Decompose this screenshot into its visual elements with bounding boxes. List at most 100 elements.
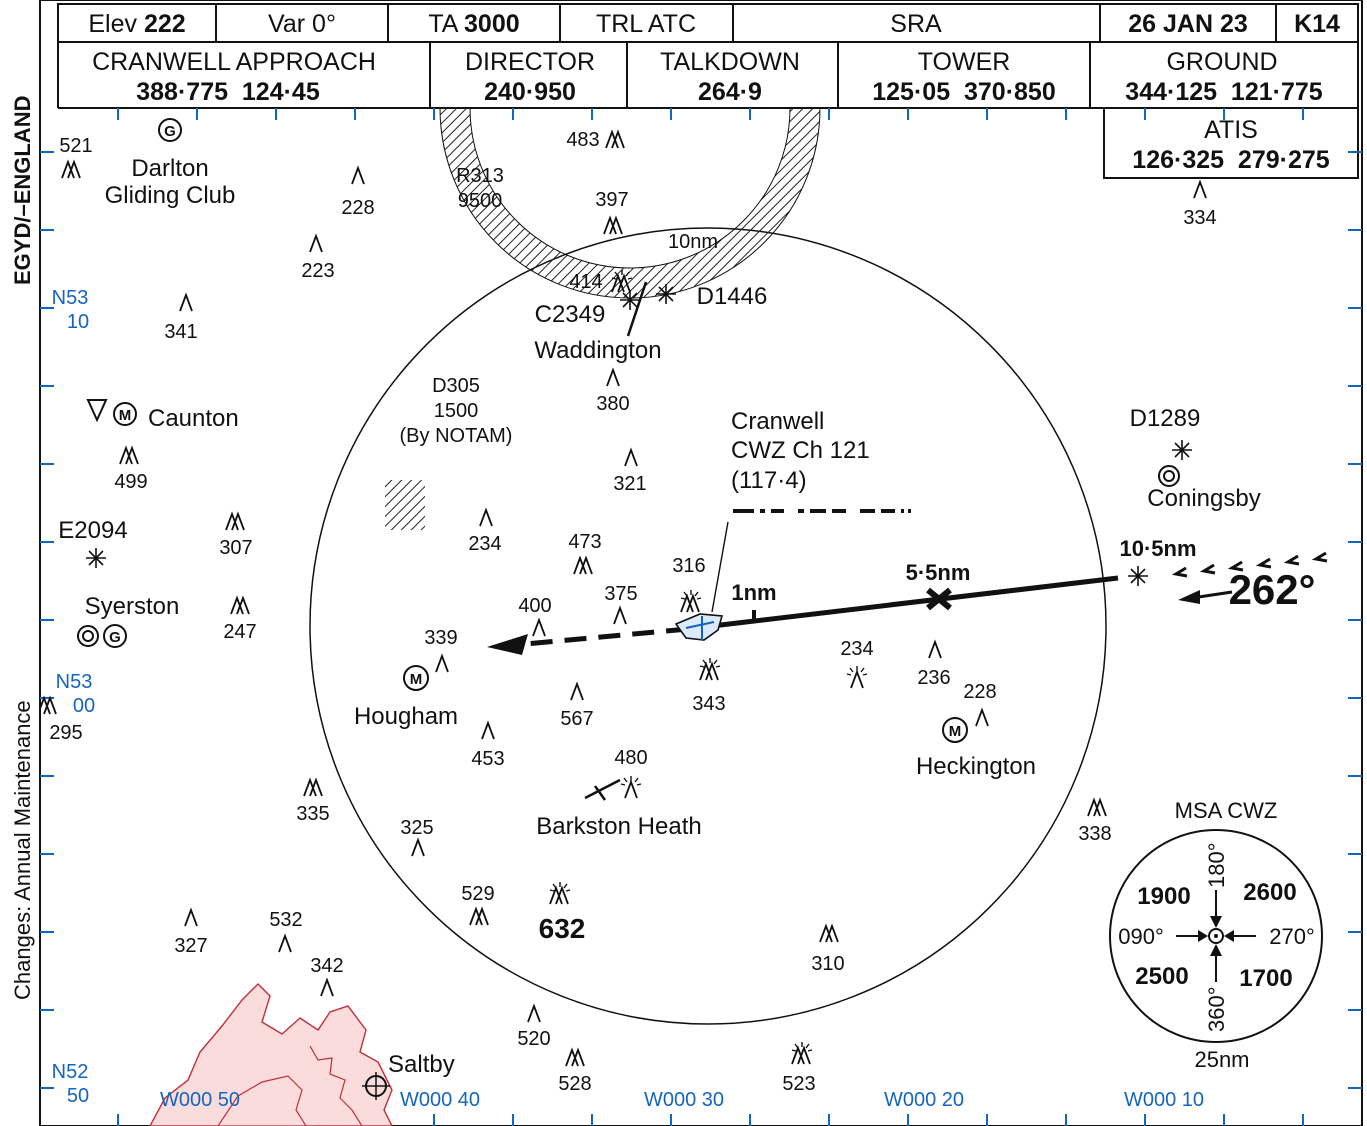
svg-text:CRANWELL APPROACH: CRANWELL APPROACH <box>92 48 376 76</box>
svg-text:264·9: 264·9 <box>698 78 762 106</box>
variation-text: Var 0° <box>268 10 336 38</box>
svg-text:TALKDOWN: TALKDOWN <box>660 48 800 76</box>
freq-cell-tower: TOWER 125·05 370·850 <box>872 48 1055 106</box>
svg-text:223: 223 <box>301 260 334 282</box>
label-10-5nm: 10·5nm <box>1119 536 1196 561</box>
svg-text:375: 375 <box>604 583 637 605</box>
svg-text:388·775 124·45: 388·775 124·45 <box>136 78 320 106</box>
svg-text:321: 321 <box>613 473 646 495</box>
svg-text:1500: 1500 <box>434 400 479 422</box>
msa-sector-sw: 2500 <box>1135 963 1188 990</box>
msa-bearing-090: 090° <box>1118 924 1164 949</box>
label-coningsby: Coningsby <box>1147 485 1260 512</box>
svg-text:480: 480 <box>614 747 647 769</box>
freq-cell-director: DIRECTOR 240·950 <box>465 48 595 106</box>
waddington-runway <box>626 281 648 337</box>
svg-text:344·125 121·775: 344·125 121·775 <box>1125 78 1322 106</box>
svg-text:341: 341 <box>164 321 197 343</box>
ten-nm-range-ring <box>309 227 1107 1025</box>
danger-area-d305 <box>385 480 425 530</box>
msa-bearing-270: 270° <box>1269 924 1315 949</box>
svg-text:W000 20: W000 20 <box>884 1089 964 1111</box>
navaid-pointer-line <box>711 521 729 613</box>
syerston-aerodrome-icon: G <box>77 624 127 648</box>
transition-altitude-text: TA 3000 <box>428 10 519 38</box>
navaid-label: Cranwell CWZ Ch 121 (117·4) <box>731 408 870 494</box>
header-row-1: Elev 222 Var 0° TA 3000 TRL ATC SRA 26 J… <box>57 3 1359 43</box>
label-gliding-club: Gliding Club <box>105 182 236 209</box>
svg-text:567: 567 <box>560 708 593 730</box>
svg-text:327: 327 <box>174 935 207 957</box>
longitude-labels: W000 50 W000 40 W000 30 W000 20 W000 10 <box>160 1089 1204 1111</box>
svg-text:126·325 279·275: 126·325 279·275 <box>1132 146 1329 174</box>
svg-text:310: 310 <box>811 953 844 975</box>
svg-text:397: 397 <box>595 189 628 211</box>
freq-cell-talkdown: TALKDOWN 264·9 <box>660 48 800 106</box>
svg-text:325: 325 <box>400 817 433 839</box>
svg-text:529: 529 <box>461 883 494 905</box>
atis-box: ATIS 126·325 279·275 <box>1103 107 1359 179</box>
label-syerston: Syerston <box>85 593 180 620</box>
svg-text:453: 453 <box>471 748 504 770</box>
msa-sector-se: 1700 <box>1239 965 1292 992</box>
msa-sector-nw: 1900 <box>1137 883 1190 910</box>
restricted-area-r313 <box>439 108 821 299</box>
msa-title: MSA CWZ <box>1175 798 1278 823</box>
svg-text:(117·4): (117·4) <box>731 467 807 494</box>
svg-text:W000 40: W000 40 <box>400 1089 480 1111</box>
latitude-labels: N53 10 N53 00 N52 50 <box>52 287 95 1107</box>
inbound-track-arrows <box>1171 551 1328 604</box>
heckington-microlight-icon: M <box>942 717 968 743</box>
saltby-site-icon <box>362 1072 390 1100</box>
chart-frame <box>39 0 1363 1126</box>
chart-date-text: 26 JAN 23 <box>1128 10 1248 38</box>
svg-text:Cranwell: Cranwell <box>731 408 824 435</box>
microlight-site-icon: M <box>86 399 137 426</box>
svg-text:532: 532 <box>269 909 302 931</box>
svg-text:W000 50: W000 50 <box>160 1089 240 1111</box>
svg-text:247: 247 <box>223 621 256 643</box>
label-saltby: Saltby <box>388 1051 455 1078</box>
svg-text:483: 483 <box>566 129 599 151</box>
svg-text:N52: N52 <box>52 1061 89 1083</box>
svg-text:240·950: 240·950 <box>484 78 576 106</box>
svg-text:N53: N53 <box>56 671 93 693</box>
svg-text:M: M <box>949 723 962 740</box>
msa-bearing-180: 180° <box>1204 842 1229 888</box>
svg-text:E2094: E2094 <box>58 517 127 544</box>
svg-text:473: 473 <box>568 531 601 553</box>
amendment-text: K14 <box>1294 10 1340 38</box>
svg-text:499: 499 <box>114 471 147 493</box>
svg-text:ATIS: ATIS <box>1204 116 1258 144</box>
transition-level-text: TRL ATC <box>596 10 696 38</box>
svg-text:339: 339 <box>424 627 457 649</box>
svg-text:D1289: D1289 <box>1130 405 1201 432</box>
svg-text:520: 520 <box>517 1028 550 1050</box>
label-barkston-heath: Barkston Heath <box>536 813 701 840</box>
high-terrain-area <box>149 983 393 1126</box>
airspace-labels: R313 9500 D305 1500 (By NOTAM) C2349 D14… <box>58 165 1200 544</box>
obstacle-elevation-labels: 521 228 223 341 483 397 414 380 321 499 … <box>49 129 1216 1095</box>
svg-text:316: 316 <box>672 555 705 577</box>
gliding-site-icon: G <box>158 118 182 142</box>
cranwell-aerodrome-icon <box>674 613 724 641</box>
approach-labels: 1nm 5·5nm 10·5nm 262° <box>731 536 1315 613</box>
freq-cell-approach: CRANWELL APPROACH 388·775 124·45 <box>92 48 376 106</box>
svg-text:234: 234 <box>840 638 873 660</box>
svg-text:CWZ Ch 121: CWZ Ch 121 <box>731 437 870 464</box>
svg-text:528: 528 <box>558 1073 591 1095</box>
svg-text:DIRECTOR: DIRECTOR <box>465 48 595 76</box>
svg-text:236: 236 <box>917 667 950 689</box>
svg-text:G: G <box>164 123 176 140</box>
range-ring-label: 10nm <box>668 231 718 253</box>
svg-text:343: 343 <box>692 693 725 715</box>
svg-text:W000 10: W000 10 <box>1124 1089 1204 1111</box>
coningsby-aerodrome-icon <box>1158 465 1180 487</box>
msa-diagram: MSA CWZ 1900 2600 2500 1700 180° 360° 09… <box>1109 798 1323 1072</box>
svg-text:228: 228 <box>963 681 996 703</box>
svg-text:D1446: D1446 <box>697 283 768 310</box>
svg-text:414: 414 <box>569 271 602 293</box>
svg-text:400: 400 <box>518 595 551 617</box>
label-darlton: Darlton <box>131 155 208 182</box>
